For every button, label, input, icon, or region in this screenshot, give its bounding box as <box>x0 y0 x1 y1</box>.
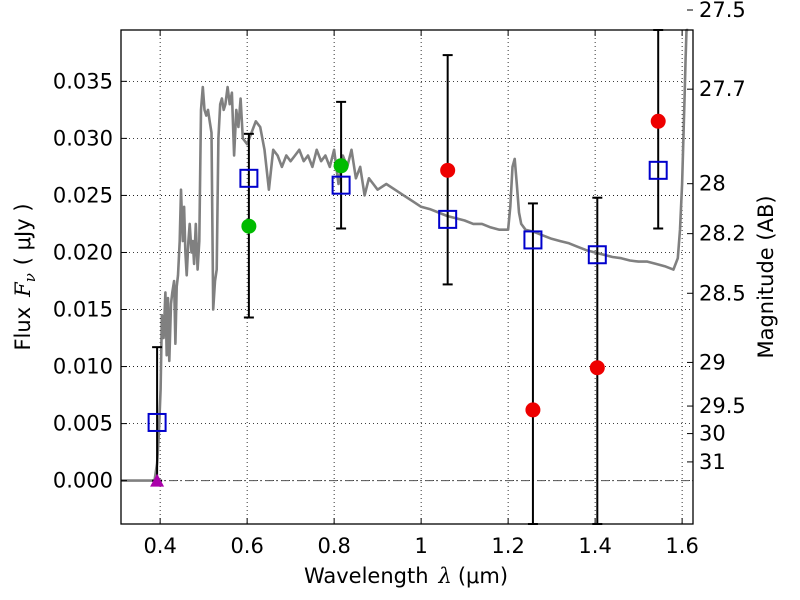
x-tick-label: 1.2 <box>491 534 524 558</box>
axis-ticks <box>121 9 693 524</box>
y-axis-title: FluxFν( μJy ) <box>11 203 39 350</box>
model-square-marker <box>438 209 458 229</box>
measurement-point <box>440 162 456 178</box>
tick-labels: 0.4 0.6 0.8 1 1.2 1.4 1.6 0.000 0.005 0.010 0.015 0… <box>53 0 746 558</box>
sed-template-line <box>121 28 689 482</box>
magnitude-tick-label: 30 <box>699 422 726 446</box>
x-tick-label: 0.8 <box>317 534 350 558</box>
y-tick-label: 0.015 <box>53 298 113 322</box>
x-tick-label: 1 <box>414 534 427 558</box>
y-tick-label: 0.025 <box>53 183 113 207</box>
y-tick-label: 0.005 <box>53 412 113 436</box>
model-square-marker <box>331 175 351 195</box>
grid-lines <box>121 30 693 524</box>
magnitude-tick-label: 27.5 <box>699 0 746 22</box>
model-square-marker <box>239 168 259 188</box>
upper-limit-triangle <box>150 473 165 487</box>
detection-point <box>333 158 349 174</box>
y-tick-label: 0.030 <box>53 126 113 150</box>
y-tick-label: 0.035 <box>53 69 113 93</box>
magnitude-tick-label: 31 <box>699 450 726 474</box>
magnitude-tick-label: 28 <box>699 172 726 196</box>
magnitude-tick-label: 29 <box>699 350 726 374</box>
detection-point <box>241 218 257 234</box>
model-square-marker <box>523 230 543 250</box>
measurement-point <box>650 113 666 129</box>
plot-frame <box>120 29 694 525</box>
measurement-point <box>589 360 605 376</box>
y-tick-label: 0.020 <box>53 240 113 264</box>
x-tick-label: 1.6 <box>665 534 698 558</box>
model-square-marker <box>147 412 167 432</box>
y-tick-label: 0.000 <box>53 469 113 493</box>
magnitude-tick-label: 29.5 <box>699 394 746 418</box>
measurement-point <box>525 402 541 418</box>
magnitude-tick-label: 28.2 <box>699 222 746 246</box>
x-tick-label: 0.6 <box>230 534 263 558</box>
x-tick-label: 1.4 <box>578 534 611 558</box>
model-square-marker <box>587 245 607 265</box>
magnitude-tick-label: 27.7 <box>699 77 746 101</box>
right-axis-title: Magnitude (AB) <box>754 195 778 358</box>
x-axis-title: Wavelength λ (μm) <box>304 564 508 588</box>
x-tick-label: 0.4 <box>143 534 176 558</box>
model-square-marker <box>648 160 668 180</box>
magnitude-tick-label: 28.5 <box>699 281 746 305</box>
sed-template <box>121 28 689 482</box>
data-markers <box>147 113 668 487</box>
y-tick-label: 0.010 <box>53 355 113 379</box>
